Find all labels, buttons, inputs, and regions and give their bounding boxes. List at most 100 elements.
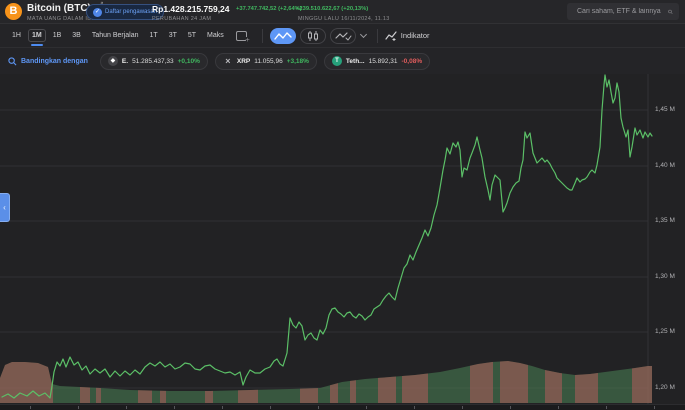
baseline-chart-type-button[interactable]	[329, 27, 356, 44]
compare-value: 51.285.437,33	[132, 57, 174, 65]
range-button-1m[interactable]: 1M	[27, 29, 46, 46]
candlestick-chart-type-button[interactable]	[299, 27, 326, 44]
compare-with-label: Bandingkan dengan	[21, 57, 88, 65]
search-input[interactable]	[567, 8, 668, 15]
indicator-button[interactable]: Indikator	[385, 30, 430, 41]
toolbar-divider-2	[376, 28, 378, 43]
xrp-icon: ×	[225, 56, 231, 66]
watchlist-label: Daftar pengawasan	[105, 9, 158, 15]
search-icon	[668, 9, 673, 14]
x-axis-strip	[0, 404, 685, 410]
price-line	[1, 74, 653, 399]
volume-down-segment	[300, 361, 318, 403]
watchlist-button[interactable]: ✓ Daftar pengawasan	[86, 4, 165, 20]
calendar-range-icon[interactable]	[235, 30, 250, 44]
range-button-tahun-berjalan[interactable]: Tahun Berjalan	[88, 29, 143, 42]
line-chart-icon	[274, 31, 292, 40]
symbol-subtitle: MATA UANG DALAM IDR	[27, 16, 96, 22]
volume-down-segment	[378, 361, 396, 403]
collapse-panel-tab[interactable]: ‹	[0, 193, 10, 222]
y-axis-label: 1,30 M	[655, 273, 675, 280]
y-axis-label: 1,40 M	[655, 162, 675, 169]
x-axis-tick	[606, 406, 607, 409]
x-axis-tick	[414, 406, 415, 409]
compare-change: +3,18%	[286, 57, 309, 65]
toolbar-divider	[261, 28, 263, 43]
search-box	[567, 3, 679, 20]
x-axis-tick	[318, 406, 319, 409]
x-axis-tick	[366, 406, 367, 409]
range-button-1h[interactable]: 1H	[8, 29, 25, 42]
volume-down-segment	[138, 361, 152, 403]
compare-pill-tether[interactable]: T Teth... 15.892,31 -0,08%	[323, 52, 431, 70]
compare-row: Bandingkan dengan ◆ E. 51.285.437,33 +0,10%…	[0, 48, 685, 74]
compare-pills: ◆ E. 51.285.437,33 +0,10% × XRP 11.055,96 +3,18…	[99, 52, 431, 70]
volume-down-segment	[470, 361, 493, 403]
volume-down-segment	[160, 361, 166, 403]
chevron-down-icon[interactable]	[359, 30, 367, 39]
tether-icon: T	[331, 56, 342, 66]
x-axis-tick	[126, 406, 127, 409]
y-axis-label: 1,45 M	[655, 106, 675, 113]
range-button-1b[interactable]: 1B	[49, 29, 66, 42]
bitcoin-logo-icon: B	[5, 3, 22, 20]
y-axis-label: 1,35 M	[655, 217, 675, 224]
change-24h-label: PERUBAHAN 24 JAM	[152, 16, 212, 22]
volume-down-segment	[350, 361, 356, 403]
x-axis-tick	[78, 406, 79, 409]
change-24h: +37.747.742,52 (+2,64%)	[236, 6, 302, 12]
compare-with-button[interactable]: Bandingkan dengan	[8, 56, 88, 66]
compare-symbol: Teth...	[345, 57, 365, 65]
header: B Bitcoin (BTC) ↗ MATA UANG DALAM IDR ✓ …	[0, 0, 685, 24]
baseline-chart-icon	[335, 31, 352, 40]
range-button-3b[interactable]: 3B	[68, 29, 85, 42]
compare-pill-xrp[interactable]: × XRP 11.055,96 +3,18%	[214, 52, 317, 70]
volume-down-segment	[545, 361, 562, 403]
compare-change: +0,10%	[177, 57, 200, 65]
range-button-maks[interactable]: Maks	[203, 29, 228, 42]
check-icon: ✓	[93, 7, 102, 17]
range-buttons: 1H 1M 1B 3B Tahun Berjalan 1T 3T 5T Maks	[8, 29, 231, 46]
symbol-title: Bitcoin (BTC)	[27, 3, 91, 14]
volume-down-segment	[500, 361, 528, 403]
compare-pill-ethereum[interactable]: ◆ E. 51.285.437,33 +0,10%	[99, 52, 208, 70]
compare-change: -0,08%	[401, 57, 423, 65]
range-button-5t[interactable]: 5T	[184, 29, 200, 42]
chevron-left-icon: ‹	[3, 203, 6, 212]
week-label: MINGGU LALU 16/11/2024, 11.13	[298, 16, 390, 22]
candlestick-icon	[307, 30, 318, 41]
y-axis-label: 1,25 M	[655, 328, 675, 335]
ethereum-icon: ◆	[107, 56, 118, 66]
line-chart-type-button[interactable]	[269, 27, 296, 44]
x-axis-tick	[654, 406, 655, 409]
change-week: +239.510.622,67 (+20,13%)	[296, 6, 369, 12]
volume-down-segment	[575, 361, 598, 403]
volume-down-segment	[330, 361, 338, 403]
x-axis-tick	[462, 406, 463, 409]
indicator-icon	[385, 31, 397, 41]
indicator-label: Indikator	[400, 31, 430, 40]
compare-symbol: E.	[121, 57, 129, 65]
compare-search-icon	[8, 56, 17, 65]
compare-symbol: XRP	[236, 57, 251, 65]
x-axis-tick	[510, 406, 511, 409]
volume-down-segment	[632, 361, 652, 403]
x-axis-tick	[222, 406, 223, 409]
current-price: Rp1.428.215.759,24	[152, 4, 230, 14]
x-axis-tick	[30, 406, 31, 409]
y-axis-label: 1,20 M	[655, 384, 675, 391]
range-button-3t[interactable]: 3T	[165, 29, 181, 42]
range-button-1t[interactable]: 1T	[146, 29, 162, 42]
x-axis-tick	[270, 406, 271, 409]
volume-down-segment	[238, 361, 258, 403]
bitcoin-glyph: B	[9, 5, 18, 17]
x-axis-tick	[558, 406, 559, 409]
volume-down-segment	[205, 361, 213, 403]
compare-value: 15.892,31	[368, 57, 398, 65]
volume-down-segment	[402, 361, 428, 403]
compare-value: 11.055,96	[254, 57, 283, 65]
